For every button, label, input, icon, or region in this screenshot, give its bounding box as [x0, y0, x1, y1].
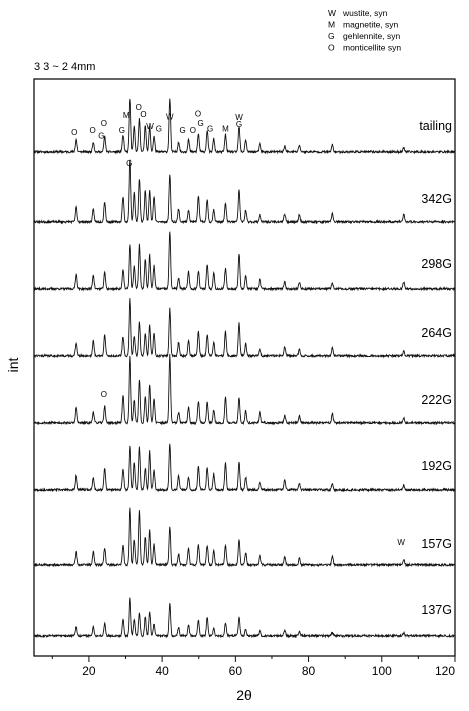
phase-annotation: G: [119, 126, 125, 135]
legend-entry: wustite, syn: [342, 8, 388, 18]
x-axis: 20 40 60 80 100 120: [51, 656, 456, 678]
sample-title: 3 3 ~ 2 4mm: [34, 61, 95, 73]
x-tick-label: 40: [155, 664, 169, 678]
phase-annotation: O: [101, 390, 107, 399]
phase-annotation: G: [236, 120, 242, 129]
series-traces: [33, 98, 456, 639]
legend-symbol: O: [328, 43, 335, 53]
series-trace-137G: [33, 597, 456, 639]
phase-annotation: G: [207, 124, 213, 133]
legend-entry: magnetite, syn: [343, 20, 399, 30]
phase-annotation: M: [123, 111, 130, 120]
phase-annotation: O: [190, 126, 196, 135]
x-axis-label: 2θ: [236, 687, 252, 703]
phase-annotation: O: [140, 110, 146, 119]
phase-annotation: W: [397, 538, 405, 547]
phase-annotation: W: [146, 122, 154, 131]
phase-annotation: O: [89, 126, 95, 135]
series-labels: tailing 342G 298G 264G 222G 192G 157G 137G: [419, 119, 452, 617]
x-tick-label: 100: [372, 664, 392, 678]
series-label: 157G: [421, 537, 452, 551]
legend-symbol: G: [328, 31, 335, 41]
legend-symbol: W: [328, 8, 336, 18]
x-tick-label: 60: [229, 664, 243, 678]
phase-annotation: O: [136, 103, 142, 112]
series-trace-342G: [33, 159, 456, 225]
series-trace-298G: [33, 231, 456, 292]
series-label: 222G: [421, 393, 452, 407]
phase-annotation: W: [166, 112, 174, 121]
phase-annotation: W: [235, 113, 243, 122]
phase-annotation: G: [156, 124, 162, 133]
x-tick-label: 120: [435, 664, 455, 678]
series-trace-tailing: [33, 98, 456, 155]
legend-entry: gehlennite, syn: [343, 31, 400, 41]
series-trace-222G: [33, 353, 456, 426]
series-trace-157G: [33, 507, 456, 568]
series-trace-264G: [33, 298, 456, 359]
legend-symbol: M: [328, 20, 335, 30]
phase-annotation: G: [197, 119, 203, 128]
series-label: 298G: [421, 257, 452, 271]
series-label: 137G: [421, 603, 452, 617]
x-tick-label: 80: [302, 664, 316, 678]
phase-annotation: O: [101, 119, 107, 128]
series-label: 192G: [421, 459, 452, 473]
series-label: 342G: [421, 192, 452, 206]
x-tick-label: 20: [82, 664, 96, 678]
phase-annotation: G: [180, 126, 186, 135]
phase-annotation: O: [195, 109, 201, 118]
series-label: 264G: [421, 326, 452, 340]
y-axis-label: int: [5, 358, 21, 373]
series-label: tailing: [419, 119, 452, 133]
phase-annotation: G: [98, 132, 104, 141]
phase-annotation: O: [71, 128, 77, 137]
phase-annotation: G: [126, 159, 132, 168]
plot-frame: [33, 78, 456, 657]
series-trace-192G: [33, 443, 456, 493]
phase-annotation: M: [222, 124, 229, 133]
legend-entry: monticellite syn: [343, 43, 401, 53]
